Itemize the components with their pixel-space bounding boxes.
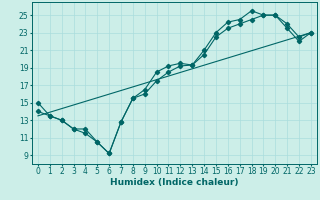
- X-axis label: Humidex (Indice chaleur): Humidex (Indice chaleur): [110, 178, 239, 187]
